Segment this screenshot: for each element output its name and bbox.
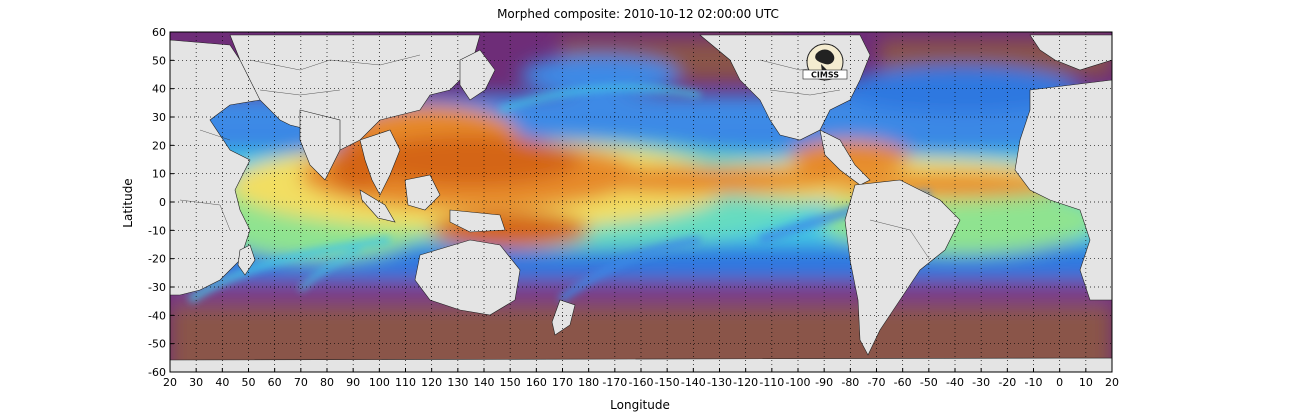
y-tick-label: -20 [148,253,166,266]
land-masses [170,34,1112,372]
x-tick-label: -60 [894,376,912,389]
y-axis-ticks: 60 50 40 30 20 10 0 -10 -20 -30 -40 -50 -60 [148,26,174,379]
x-axis-label: Longitude [610,398,670,412]
y-tick-label: 50 [152,54,166,67]
x-tick-label: -90 [815,376,833,389]
x-tick-label: 100 [369,376,390,389]
x-tick-label: 150 [500,376,521,389]
x-tick-label: 80 [320,376,334,389]
x-tick-label: -160 [629,376,654,389]
x-tick-label: -80 [841,376,859,389]
x-tick-label: -120 [733,376,758,389]
x-tick-label: -70 [868,376,886,389]
y-tick-label: 40 [152,83,166,96]
x-tick-label: 20 [163,376,177,389]
y-axis-label: Latitude [121,178,135,228]
x-tick-label: 160 [526,376,547,389]
cimss-logo-icon: CIMSS [802,43,848,81]
x-tick-label: -30 [972,376,990,389]
y-tick-label: 20 [152,139,166,152]
x-tick-label: 0 [1056,376,1063,389]
x-axis-ticks: 20 30 40 50 60 70 80 90 100 110 120 130 140 150 160 170… [163,368,1119,389]
x-tick-label: -140 [681,376,706,389]
x-tick-label: -40 [946,376,964,389]
x-tick-label: 30 [189,376,203,389]
x-tick-label: 130 [447,376,468,389]
y-tick-label: -60 [148,366,166,379]
y-tick-label: -50 [148,338,166,351]
x-tick-label: 10 [1079,376,1093,389]
svg-text:CIMSS: CIMSS [811,71,839,80]
y-tick-label: -10 [148,224,166,237]
x-tick-label: -130 [707,376,732,389]
x-tick-label: -20 [998,376,1016,389]
x-tick-label: 120 [421,376,442,389]
x-tick-label: 60 [268,376,282,389]
x-tick-label: 170 [552,376,573,389]
x-tick-label: -100 [786,376,811,389]
x-tick-label: -150 [655,376,680,389]
x-tick-label: 50 [242,376,256,389]
x-tick-label: 40 [215,376,229,389]
x-tick-label: 70 [294,376,308,389]
y-tick-label: 10 [152,168,166,181]
y-tick-label: 30 [152,111,166,124]
graticule [170,32,1112,372]
x-tick-label: 20 [1105,376,1119,389]
x-tick-label: 90 [346,376,360,389]
x-tick-label: 110 [395,376,416,389]
x-tick-label: -10 [1025,376,1043,389]
figure-title: Morphed composite: 2010-10-12 02:00:00 U… [497,7,779,21]
x-tick-label: 180 [578,376,599,389]
x-tick-label: -50 [920,376,938,389]
x-tick-label: 140 [474,376,495,389]
x-tick-label: -110 [759,376,784,389]
y-tick-label: 0 [159,196,166,209]
y-tick-label: 60 [152,26,166,39]
y-tick-label: -40 [148,309,166,322]
x-tick-label: -170 [602,376,627,389]
y-tick-label: -30 [148,281,166,294]
